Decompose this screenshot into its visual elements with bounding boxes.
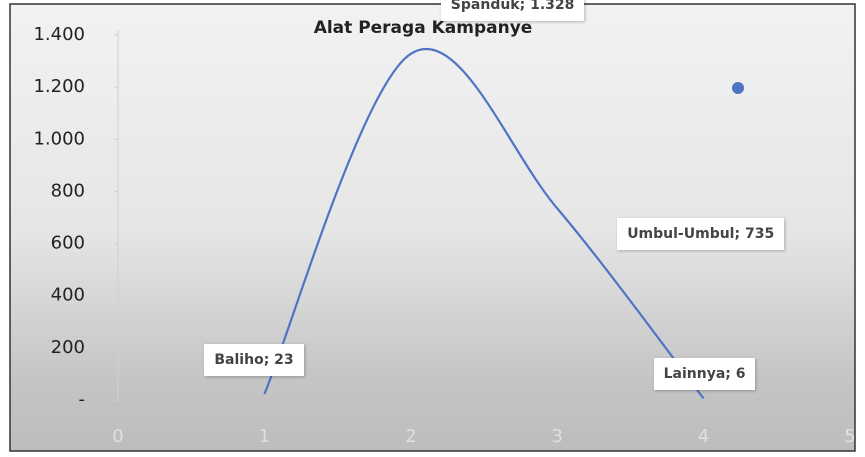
legend-marker	[732, 82, 744, 94]
y-tick-label: 1.400	[33, 24, 85, 45]
data-label: Lainnya; 6	[653, 358, 756, 391]
y-tick-label: 600	[51, 233, 85, 254]
y-tick-label: 1.200	[33, 76, 85, 97]
y-tick-label: 400	[51, 285, 85, 306]
y-tick-label: -	[79, 389, 86, 410]
x-tick-label: 2	[405, 426, 416, 447]
chart-title: Alat Peraga Kampanye	[314, 18, 533, 38]
line	[263, 47, 705, 400]
x-tick-label: 0	[112, 426, 123, 447]
x-tick-label: 4	[698, 426, 709, 447]
x-tick-label: 5	[844, 426, 855, 447]
data-label: Umbul-Umbul; 735	[617, 218, 785, 251]
data-label: Spanduk; 1.328	[440, 0, 585, 21]
x-tick-label: 3	[551, 426, 562, 447]
x-tick-label: 1	[259, 426, 270, 447]
y-tick-label: 200	[51, 337, 85, 358]
y-tick-label: 1.000	[33, 128, 85, 149]
data-label: Baliho; 23	[204, 344, 304, 376]
y-tick-label: 800	[51, 180, 85, 201]
